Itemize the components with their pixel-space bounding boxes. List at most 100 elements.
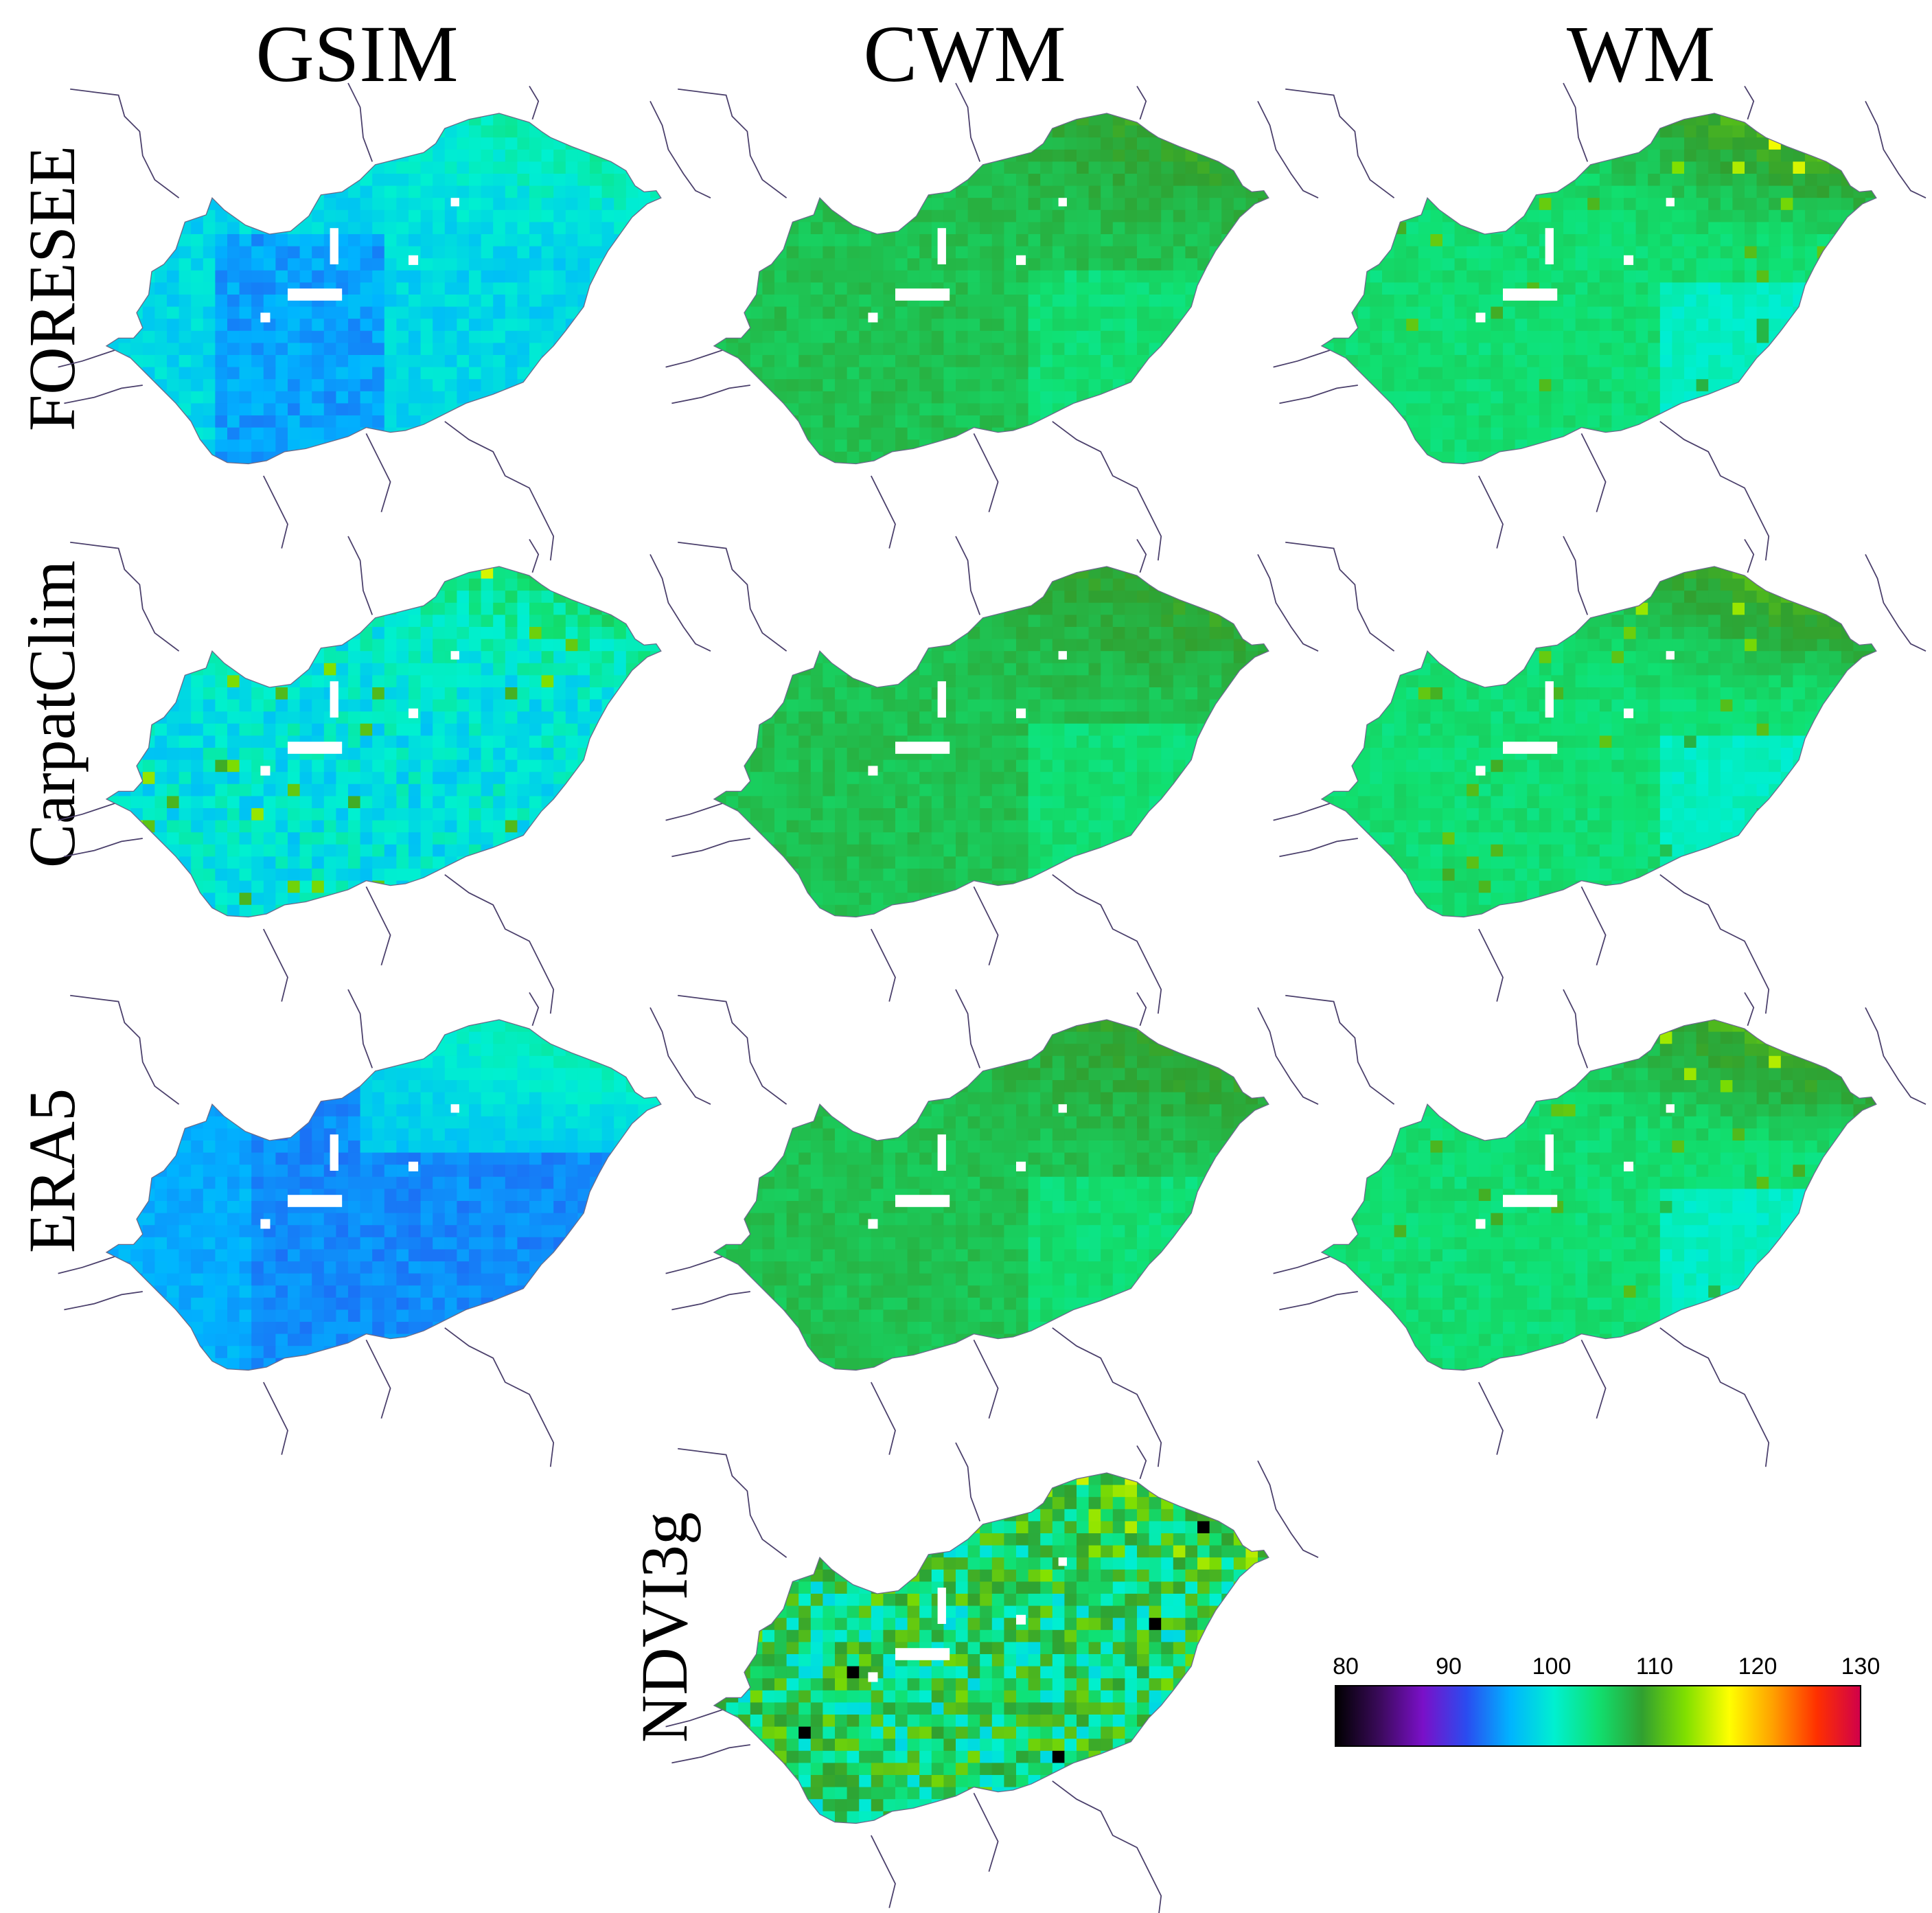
grid-cell	[638, 319, 651, 332]
grid-cell	[227, 367, 240, 380]
grid-cell	[263, 355, 276, 368]
grid-cell	[625, 699, 639, 712]
grid-cell	[1865, 355, 1876, 368]
grid-cell	[847, 439, 860, 453]
grid-cell	[738, 185, 751, 198]
grid-cell	[1732, 343, 1745, 356]
grid-cell	[469, 591, 482, 604]
grid-cell	[1004, 161, 1017, 174]
grid-cell	[372, 149, 385, 162]
grid-cell	[614, 330, 627, 343]
grid-cell	[1418, 258, 1431, 271]
grid-cell	[956, 355, 969, 368]
grid-cell	[529, 591, 542, 604]
grid-cell	[384, 723, 397, 736]
grid-cell	[239, 651, 252, 664]
grid-cell	[263, 295, 276, 308]
grid-cell	[956, 258, 969, 271]
grid-cell	[1197, 234, 1210, 247]
grid-cell	[1793, 185, 1806, 198]
grid-cell	[469, 113, 482, 126]
grid-cell	[1346, 343, 1359, 356]
grid-cell	[299, 427, 312, 440]
grid-cell	[1370, 379, 1383, 392]
grid-cell	[956, 403, 969, 416]
grid-cell	[565, 578, 578, 591]
grid-cell	[323, 663, 336, 676]
grid-cell	[738, 198, 751, 211]
grid-cell	[1406, 463, 1418, 476]
grid-cell	[1406, 415, 1419, 428]
grid-cell	[1209, 198, 1222, 211]
grid-cell	[871, 355, 884, 368]
grid-cell	[372, 113, 385, 126]
grid-cell	[650, 379, 661, 392]
grid-cell	[1430, 403, 1443, 416]
grid-cell	[590, 209, 603, 222]
grid-cell	[263, 639, 276, 652]
grid-cell	[883, 161, 896, 174]
grid-cell	[1245, 330, 1258, 343]
grid-cell	[1077, 222, 1090, 235]
grid-cell	[1865, 391, 1876, 404]
grid-cell	[1442, 343, 1456, 356]
grid-cell	[142, 319, 155, 332]
grid-cell	[774, 209, 787, 222]
grid-cell	[1659, 234, 1672, 247]
grid-cell	[553, 735, 566, 748]
grid-cell	[517, 439, 530, 453]
grid-cell	[1052, 234, 1065, 247]
grid-cell	[553, 355, 566, 368]
grid-cell	[1406, 258, 1419, 271]
grid-cell	[883, 355, 896, 368]
grid-cell	[577, 367, 590, 380]
grid-cell	[1720, 125, 1733, 138]
grid-cell	[1394, 451, 1407, 464]
grid-cell	[1527, 209, 1540, 222]
grid-cell	[650, 591, 661, 604]
grid-cell	[1611, 222, 1624, 235]
grid-cell	[1185, 185, 1198, 198]
grid-cell	[1088, 330, 1101, 343]
grid-cell	[1004, 270, 1017, 283]
grid-cell	[1563, 209, 1576, 222]
grid-cell	[130, 125, 143, 138]
grid-cell	[1648, 367, 1661, 380]
grid-cell	[1853, 463, 1865, 476]
grid-cell	[444, 627, 457, 640]
grid-cell	[1478, 161, 1491, 174]
grid-cell	[203, 185, 216, 198]
grid-cell	[444, 687, 457, 700]
grid-cell	[750, 209, 763, 222]
grid-cell	[167, 711, 180, 724]
grid-cell	[517, 391, 530, 404]
grid-cell	[1040, 451, 1053, 464]
grid-cell	[444, 591, 457, 604]
grid-cell	[1720, 198, 1733, 211]
grid-cell	[323, 651, 336, 664]
grid-cell	[1258, 439, 1269, 453]
grid-cell	[991, 367, 1004, 380]
grid-cell	[1125, 282, 1138, 295]
grid-cell	[336, 234, 349, 247]
grid-cell	[469, 330, 482, 343]
grid-cell	[215, 234, 228, 247]
grid-cell	[215, 295, 228, 308]
grid-cell	[215, 282, 228, 295]
grid-cell	[1563, 463, 1576, 476]
grid-cell	[1539, 270, 1552, 283]
grid-cell	[1173, 258, 1186, 271]
row-title-era5: ERA5	[15, 1088, 89, 1253]
grid-cell	[1149, 367, 1162, 380]
grid-cell	[1101, 427, 1114, 440]
grid-cell	[106, 270, 119, 283]
grid-cell	[1197, 355, 1210, 368]
grid-cell	[1563, 330, 1576, 343]
grid-cell	[980, 415, 993, 428]
grid-cell	[312, 699, 325, 712]
grid-cell	[1575, 161, 1588, 174]
grid-cell	[1346, 161, 1359, 174]
grid-cell	[1491, 343, 1504, 356]
grid-cell	[565, 566, 578, 580]
grid-cell	[396, 198, 409, 211]
